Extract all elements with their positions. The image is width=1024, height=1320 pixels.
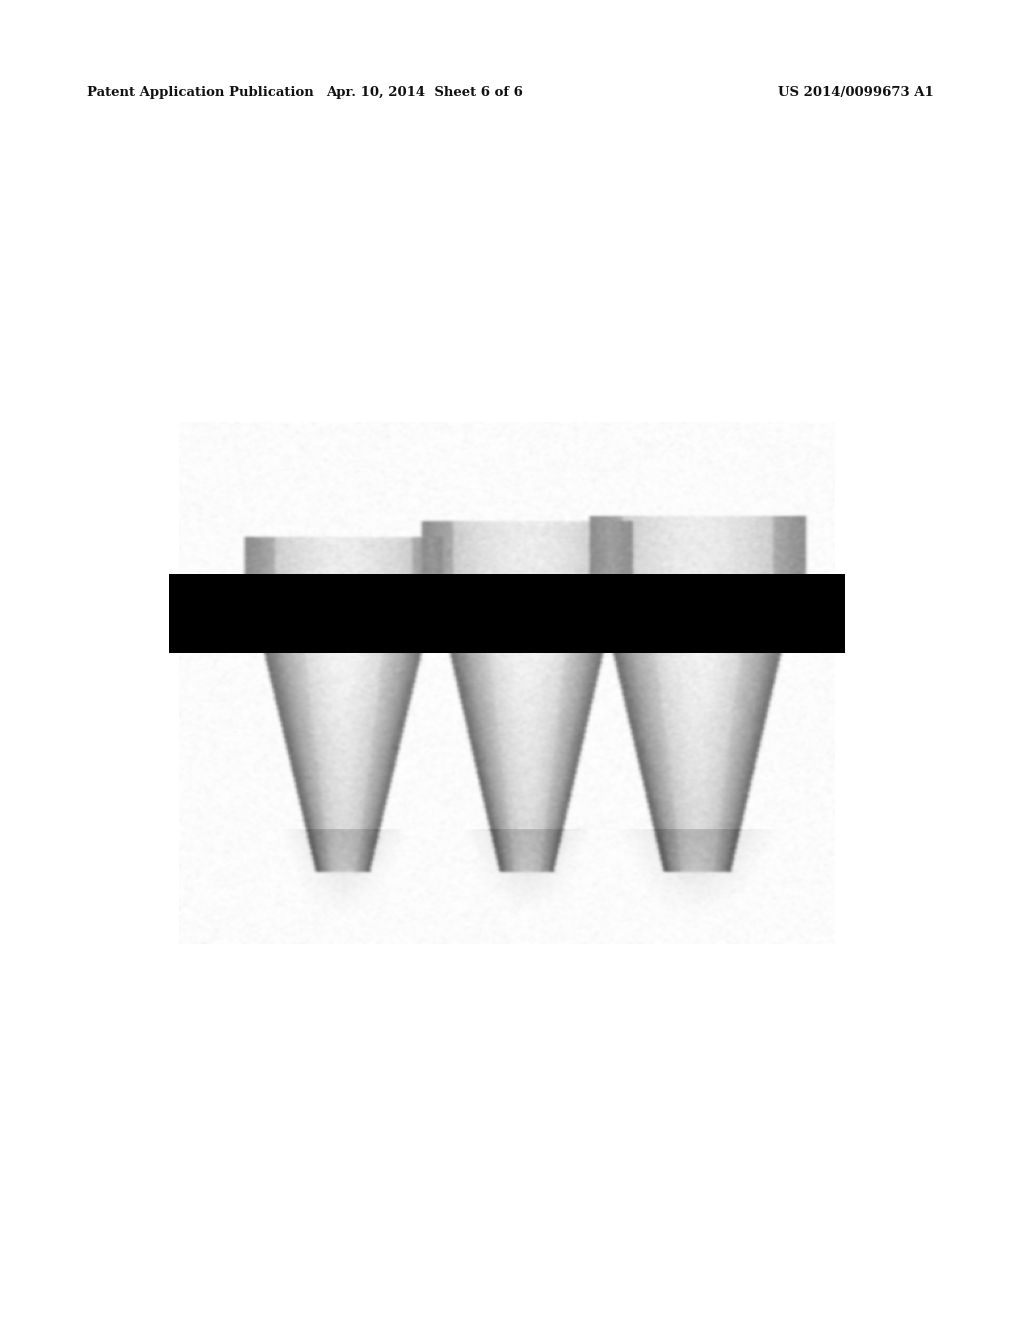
- Text: US 2014/0099673 A1: US 2014/0099673 A1: [778, 86, 934, 99]
- Text: 1: 1: [691, 664, 701, 678]
- Text: Patent Application Publication: Patent Application Publication: [87, 86, 313, 99]
- Text: 2: 2: [500, 664, 510, 678]
- Text: Apr. 10, 2014  Sheet 6 of 6: Apr. 10, 2014 Sheet 6 of 6: [327, 86, 523, 99]
- Text: Fig. 10: Fig. 10: [350, 437, 489, 474]
